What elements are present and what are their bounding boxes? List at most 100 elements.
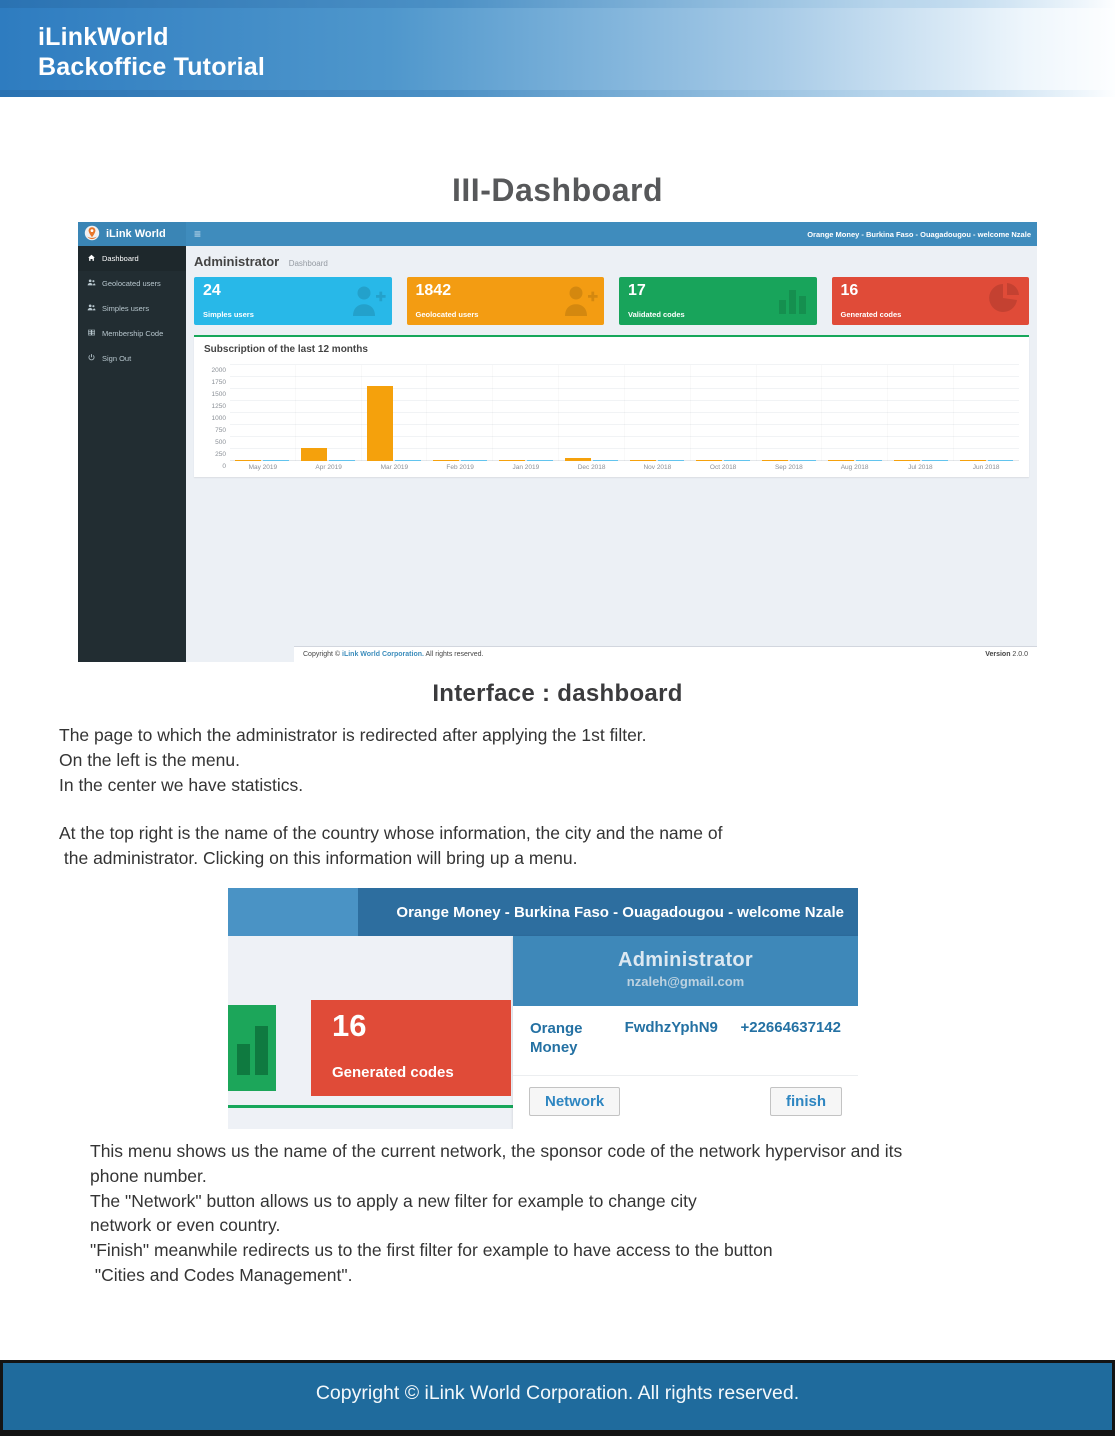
- sidebar-item-label: Simples users: [102, 304, 150, 313]
- table-icon: [87, 328, 96, 339]
- bar-group: [361, 365, 427, 461]
- popup-header: Administrator nzaleh@gmail.com: [513, 936, 858, 1006]
- stat-value: 1842: [415, 282, 452, 299]
- light-blue-bar: [921, 460, 948, 461]
- orange-bar: [893, 460, 920, 461]
- paragraph-line: On the left is the menu.: [59, 749, 240, 770]
- dashboard-content: Administrator Dashboard 24 Simples users 1…: [186, 246, 1037, 662]
- paragraph-line: In the center we have statistics.: [59, 774, 304, 795]
- light-blue-bar: [263, 460, 290, 461]
- network-button[interactable]: Network: [529, 1087, 621, 1116]
- sidebar-item-label: Membership Code: [102, 329, 164, 338]
- stat-value: 16: [332, 1008, 367, 1043]
- version-value: 2.0.0: [1010, 651, 1028, 658]
- light-blue-bar: [658, 460, 685, 461]
- network-name: Orange Money: [530, 1020, 583, 1056]
- light-blue-bar: [526, 460, 553, 461]
- bar-groups: [230, 365, 1019, 461]
- y-axis-label: 1000: [211, 415, 226, 422]
- navbar-user-info[interactable]: Orange Money - Burkina Faso - Ouagadougo…: [358, 888, 858, 936]
- bar-group: [953, 365, 1019, 461]
- bar-group: [426, 365, 492, 461]
- stat-label: Simples users: [203, 310, 254, 319]
- bar-chart: 2000 1750 1500 1250 1000 750 500 250 0: [212, 364, 1019, 470]
- paragraph-2: At the top right is the name of the coun…: [59, 821, 722, 871]
- y-axis-label: 1250: [211, 403, 226, 410]
- x-axis-label: Apr 2019: [315, 464, 342, 471]
- paragraph-line: This menu shows us the name of the curre…: [90, 1141, 903, 1161]
- footer-company-link[interactable]: iLink World Corporation.: [342, 651, 424, 658]
- stat-value: 16: [840, 282, 859, 299]
- globe-pin-logo-icon: [84, 225, 100, 244]
- sidebar-item-sign-out[interactable]: Sign Out: [78, 346, 186, 371]
- user-menu-screenshot: Orange Money - Burkina Faso - Ouagadougo…: [228, 888, 858, 1129]
- bar-group: [230, 365, 295, 461]
- banner-line2: Backoffice Tutorial: [38, 53, 265, 81]
- gridline: 1250: [212, 400, 1019, 410]
- users-icon: [87, 278, 96, 289]
- version-label: Version: [985, 651, 1011, 658]
- y-axis-label: 750: [215, 427, 226, 434]
- page-footer-text: Copyright © iLink World Corporation. All…: [315, 1382, 800, 1404]
- x-axis-label: Jan 2019: [512, 464, 540, 471]
- bar-group: [558, 365, 624, 461]
- gridline: 2000: [212, 364, 1019, 374]
- light-blue-bar: [460, 460, 487, 461]
- x-axis-label: Dec 2018: [577, 464, 606, 471]
- brand[interactable]: iLink World: [78, 222, 186, 246]
- paragraph-line: network or even country.: [90, 1215, 281, 1236]
- x-axis-label: Aug 2018: [840, 464, 869, 471]
- page-footer: Copyright © iLink World Corporation. All…: [0, 1360, 1115, 1436]
- stat-cards-row: 24 Simples users 1842 Geolocated users 17 Val…: [194, 277, 1029, 325]
- user-plus-icon: [350, 281, 386, 322]
- banner-line1: iLinkWorld: [38, 23, 169, 51]
- bar-chart-icon: [255, 1026, 268, 1075]
- footer-copyright: Copyright © iLink World Corporation. All…: [303, 651, 483, 658]
- bar-group: [624, 365, 690, 461]
- bar-chart-icon: [237, 1044, 250, 1075]
- orange-bar: [630, 460, 657, 461]
- orange-bar: [564, 457, 591, 461]
- chart-title: Subscription of the last 12 months: [204, 344, 368, 355]
- interface-caption: Interface : dashboard: [432, 680, 683, 707]
- phone-number: +22664637142: [740, 1019, 841, 1036]
- brand-name: iLink World: [106, 228, 166, 240]
- light-blue-bar: [855, 460, 882, 461]
- sidebar-item-simples-users[interactable]: Simples users: [78, 296, 186, 321]
- x-axis-label: Sep 2018: [774, 464, 803, 471]
- gridline: 500: [215, 436, 1019, 446]
- bar-chart-icon: [775, 281, 811, 322]
- x-axis-label: Jun 2018: [972, 464, 1000, 471]
- gridline: 1750: [212, 376, 1019, 386]
- section-title: III-Dashboard: [452, 172, 663, 208]
- hamburger-icon[interactable]: ≡: [194, 227, 202, 241]
- x-axis-label: Feb 2019: [446, 464, 474, 471]
- finish-button[interactable]: finish: [770, 1087, 842, 1116]
- orange-bar: [959, 460, 986, 461]
- validated-codes-card-fragment: [228, 1005, 276, 1091]
- orange-bar: [301, 448, 328, 461]
- paragraph-line: phone number.: [90, 1165, 207, 1186]
- bar-group: [492, 365, 558, 461]
- pie-chart-icon: [987, 281, 1023, 322]
- page-heading: Administrator Dashboard: [186, 246, 1037, 276]
- x-axis-label: Mar 2019: [380, 464, 409, 471]
- navbar: Orange Money - Burkina Faso - Ouagadougo…: [228, 888, 858, 936]
- gridline: 0: [222, 460, 1019, 470]
- power-icon: [87, 353, 96, 364]
- sidebar-item-geolocated-users[interactable]: Geolocated users: [78, 271, 186, 296]
- x-axis-label: May 2019: [248, 464, 278, 471]
- navbar-user-info[interactable]: Orange Money - Burkina Faso - Ouagadougo…: [807, 229, 1031, 239]
- light-blue-bar: [592, 460, 619, 461]
- sidebar-item-membership-code[interactable]: Membership Code: [78, 321, 186, 346]
- user-menu-popup: Administrator nzaleh@gmail.com Orange Mo…: [513, 936, 858, 1129]
- copyright-prefix: Copyright ©: [303, 651, 343, 658]
- gridline: 1500: [212, 388, 1019, 398]
- sidebar-item-dashboard[interactable]: Dashboard: [78, 246, 186, 271]
- sidebar-item-label: Sign Out: [102, 354, 132, 363]
- orange-bar: [367, 386, 394, 461]
- popup-network-info: Orange Money FwdhzYphN9 +22664637142: [513, 1006, 858, 1067]
- banner-title: iLinkWorld Backoffice Tutorial: [38, 22, 265, 82]
- stat-value: 17: [628, 282, 646, 299]
- users-icon: [87, 303, 96, 314]
